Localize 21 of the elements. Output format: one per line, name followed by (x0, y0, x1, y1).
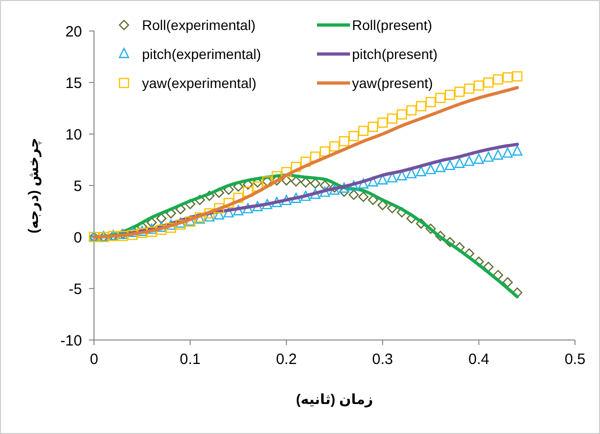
legend-label: pitch(experimental) (142, 46, 262, 62)
x-axis-title: زمان (ثانیه) (296, 391, 374, 408)
y-tick-label: 20 (65, 23, 82, 40)
y-tick-label: 10 (65, 126, 82, 144)
legend-label: pitch(present) (352, 46, 438, 62)
y-tick-label: -5 (68, 280, 82, 298)
x-tick-label: 0.2 (276, 351, 297, 368)
y-tick-label: 5 (74, 178, 82, 195)
x-tick-label: 0.1 (180, 351, 201, 368)
legend-label: yaw(experimental) (142, 74, 256, 91)
x-tick-label: 0.4 (468, 351, 490, 368)
legend-label: Roll(present) (352, 16, 432, 33)
legend-label: Roll(experimental) (142, 16, 256, 33)
x-tick-label: 0.3 (372, 351, 394, 368)
y-axis-title: چرخش (درجه) (25, 138, 42, 234)
y-tick-label: -10 (60, 332, 82, 350)
x-tick-label: 0 (90, 351, 98, 368)
y-tick-label: 15 (65, 74, 82, 92)
y-tick-label: 0 (74, 229, 82, 246)
legend-label: yaw(present) (352, 74, 433, 91)
x-tick-label: 0.5 (564, 351, 586, 368)
